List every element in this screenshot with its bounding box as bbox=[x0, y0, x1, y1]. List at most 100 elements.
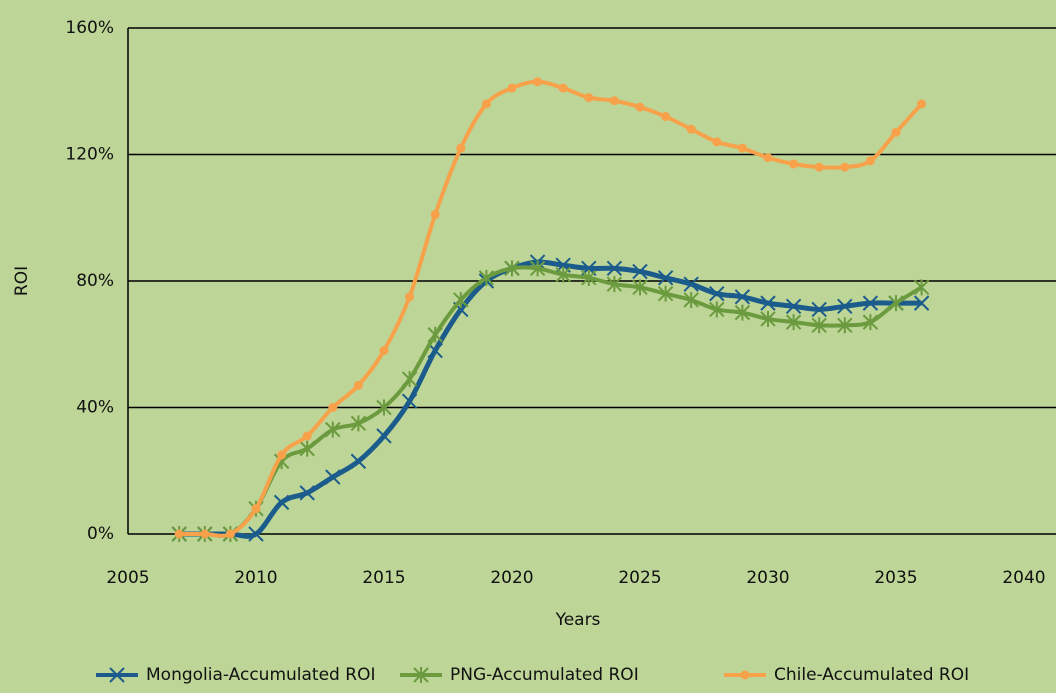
point bbox=[529, 260, 546, 277]
y-axis-label: ROI bbox=[12, 266, 32, 296]
point bbox=[379, 346, 389, 356]
point bbox=[837, 317, 853, 334]
point bbox=[789, 159, 799, 169]
point bbox=[299, 440, 315, 457]
point bbox=[811, 301, 827, 318]
point bbox=[657, 270, 674, 286]
point bbox=[606, 260, 623, 277]
point bbox=[478, 269, 495, 286]
series bbox=[174, 77, 927, 539]
point bbox=[376, 428, 392, 444]
point bbox=[427, 326, 443, 343]
point bbox=[862, 295, 879, 311]
point bbox=[456, 143, 466, 153]
point bbox=[661, 112, 671, 122]
point bbox=[635, 102, 645, 112]
point bbox=[683, 276, 699, 292]
point bbox=[353, 380, 363, 390]
point bbox=[913, 295, 930, 311]
series bbox=[171, 260, 930, 542]
point bbox=[840, 162, 850, 172]
y-tick-label: 0% bbox=[87, 524, 114, 544]
x-tick-label: 2030 bbox=[746, 568, 789, 588]
point bbox=[657, 285, 674, 302]
point bbox=[740, 670, 750, 680]
point bbox=[277, 450, 287, 460]
point bbox=[734, 304, 751, 321]
point bbox=[533, 77, 543, 87]
point bbox=[109, 667, 125, 683]
point bbox=[401, 393, 418, 409]
point bbox=[555, 266, 571, 283]
point bbox=[299, 485, 315, 501]
x-tick-label: 2015 bbox=[362, 568, 405, 588]
point bbox=[584, 93, 594, 103]
point bbox=[481, 99, 491, 109]
point bbox=[913, 279, 930, 296]
point bbox=[709, 285, 725, 302]
point bbox=[609, 96, 619, 106]
point bbox=[734, 289, 751, 305]
point bbox=[430, 210, 440, 220]
point bbox=[785, 314, 802, 331]
point bbox=[376, 399, 392, 416]
point bbox=[302, 431, 312, 441]
series bbox=[171, 254, 930, 542]
y-tick-label: 120% bbox=[65, 145, 114, 165]
legend-label: PNG-Accumulated ROI bbox=[450, 665, 639, 685]
point bbox=[504, 260, 520, 277]
point bbox=[453, 291, 469, 308]
x-tick-label: 2005 bbox=[106, 568, 149, 588]
y-tick-label: 40% bbox=[76, 398, 114, 418]
point bbox=[507, 83, 517, 93]
point bbox=[251, 504, 261, 514]
point bbox=[760, 295, 776, 311]
point bbox=[862, 314, 879, 331]
line bbox=[179, 259, 922, 539]
point bbox=[558, 83, 568, 93]
point bbox=[350, 415, 367, 432]
point bbox=[401, 371, 418, 388]
point bbox=[683, 291, 699, 308]
point bbox=[325, 421, 341, 438]
legend-item: Mongolia-Accumulated ROI bbox=[96, 665, 375, 685]
point bbox=[405, 292, 415, 302]
legend-item: PNG-Accumulated ROI bbox=[400, 665, 639, 685]
point bbox=[328, 403, 338, 412]
x-tick-label: 2040 bbox=[1002, 568, 1045, 588]
y-tick-label: 160% bbox=[65, 18, 114, 38]
point bbox=[606, 276, 623, 293]
point bbox=[350, 453, 367, 469]
point bbox=[632, 263, 648, 280]
legend-label: Chile-Accumulated ROI bbox=[774, 665, 969, 685]
point bbox=[865, 156, 875, 166]
x-axis-label: Years bbox=[555, 610, 601, 630]
point bbox=[737, 143, 747, 153]
point bbox=[248, 526, 264, 542]
point bbox=[785, 298, 802, 315]
point bbox=[709, 301, 725, 318]
point bbox=[888, 295, 904, 312]
point bbox=[581, 269, 597, 286]
point bbox=[917, 99, 927, 109]
point bbox=[760, 310, 776, 327]
point bbox=[712, 137, 722, 147]
x-tick-label: 2035 bbox=[874, 568, 917, 588]
point bbox=[763, 153, 773, 163]
x-tick-label: 2020 bbox=[490, 568, 533, 588]
point bbox=[325, 469, 341, 485]
point bbox=[174, 529, 184, 539]
point bbox=[837, 298, 853, 315]
point bbox=[413, 667, 429, 683]
x-tick-label: 2025 bbox=[618, 568, 661, 588]
point bbox=[225, 529, 235, 539]
point bbox=[891, 127, 901, 137]
point bbox=[686, 124, 696, 134]
point bbox=[273, 494, 290, 511]
legend-item: Chile-Accumulated ROI bbox=[724, 665, 969, 685]
point bbox=[811, 317, 827, 334]
y-tick-label: 80% bbox=[76, 271, 114, 291]
point bbox=[632, 279, 648, 296]
